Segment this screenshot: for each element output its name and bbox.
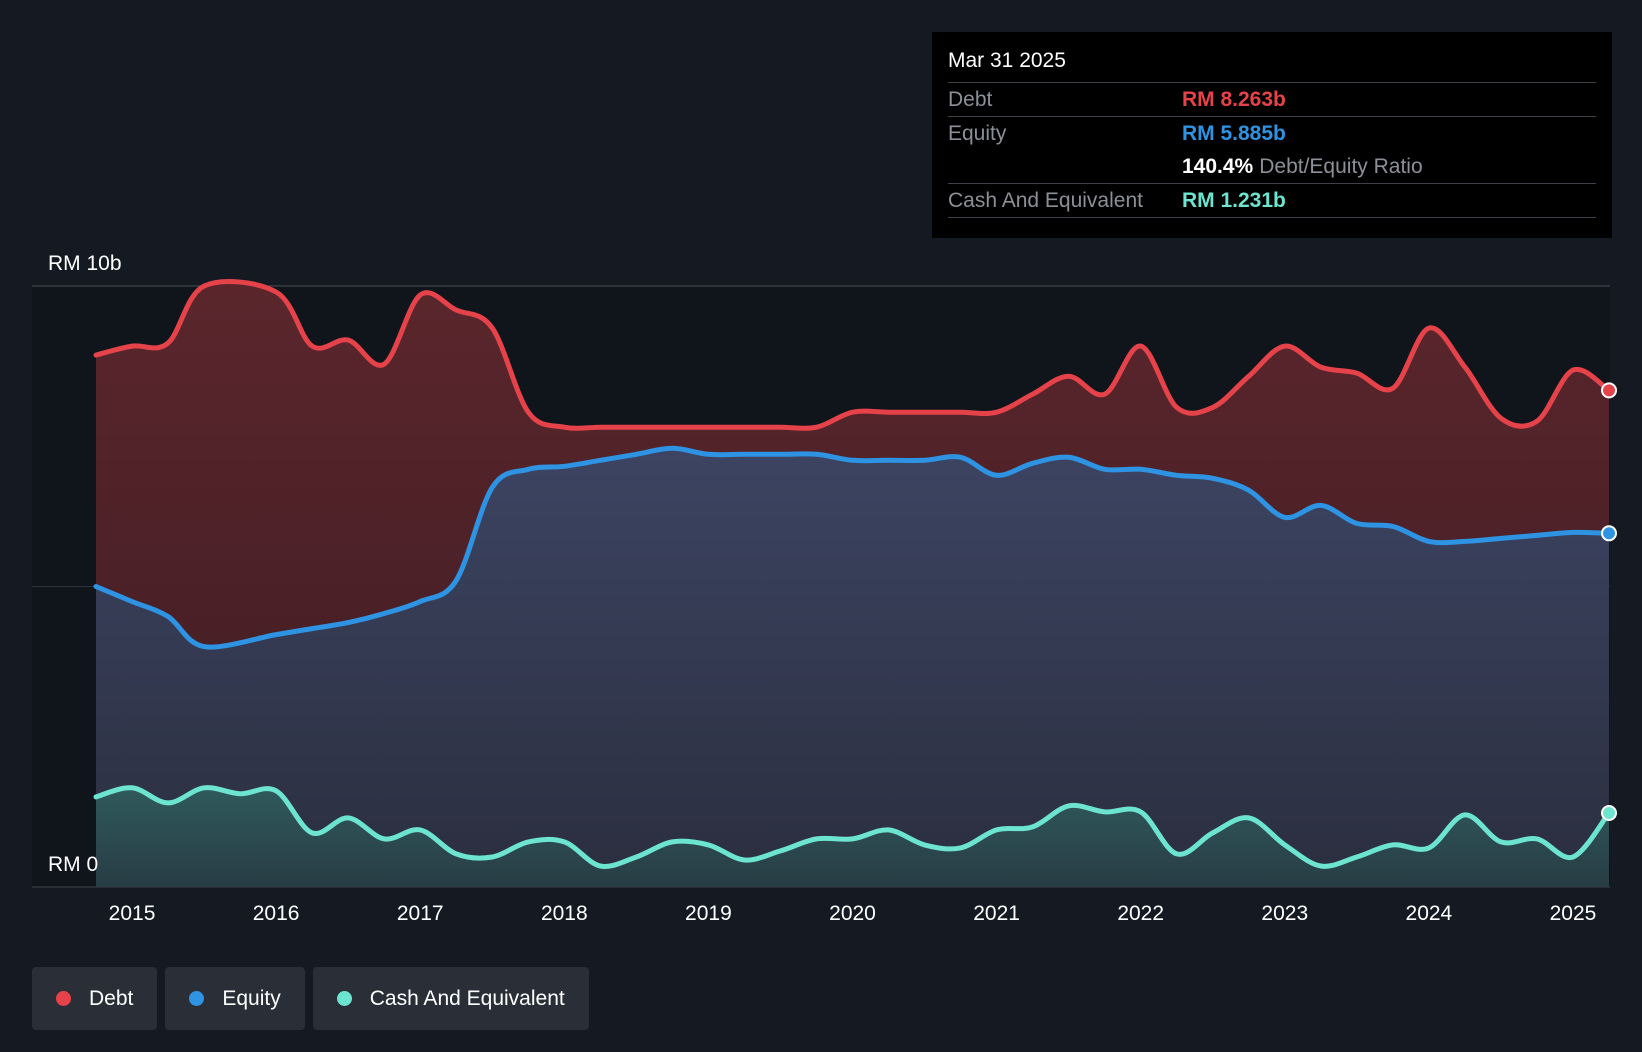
tooltip-row-cash: Cash And Equivalent RM 1.231b (948, 184, 1596, 218)
series-line-debt (93, 279, 1612, 431)
x-tick-label: 2016 (253, 902, 300, 925)
tooltip-cash-label: Cash And Equivalent (948, 189, 1143, 212)
x-tick-label: 2015 (109, 902, 156, 925)
x-tick-label: 2020 (829, 902, 876, 925)
x-tick-label: 2019 (685, 902, 732, 925)
tooltip-ratio-label: Debt/Equity Ratio (1259, 155, 1423, 178)
series-endpoint-debt (1601, 382, 1617, 399)
tooltip-ratio-value: 140.4% (1182, 155, 1254, 178)
x-tick-label: 2017 (397, 902, 444, 925)
series-line-equity (93, 445, 1612, 650)
legend-item-cash[interactable]: Cash And Equivalent (312, 967, 589, 1030)
tooltip-ratio-spacer (948, 150, 1182, 183)
x-tick-label: 2023 (1261, 902, 1308, 925)
series-line-cash (93, 785, 1612, 869)
tooltip-equity-value: RM 5.885b (1182, 122, 1286, 145)
legend-item-equity[interactable]: Equity (165, 967, 305, 1030)
x-tick-label: 2024 (1406, 902, 1453, 925)
chart-legend: Debt Equity Cash And Equivalent (32, 967, 589, 1030)
legend-label-equity: Equity (222, 986, 281, 1010)
tooltip-debt-value: RM 8.263b (1182, 88, 1286, 111)
legend-item-debt[interactable]: Debt (32, 967, 158, 1030)
tooltip-equity-label: Equity (948, 122, 1007, 145)
tooltip-date: Mar 31 2025 (948, 46, 1596, 83)
x-tick-label: 2025 (1550, 902, 1597, 925)
series-endpoint-equity (1601, 525, 1617, 542)
tooltip-row-ratio: 140.4% Debt/Equity Ratio (948, 150, 1596, 184)
series-area-equity (96, 448, 1609, 887)
x-tick-label: 2021 (973, 902, 1020, 925)
y-tick-label: RM 10b (48, 252, 122, 275)
legend-label-debt: Debt (89, 986, 134, 1010)
legend-dot-cash-icon (336, 991, 352, 1006)
legend-label-cash: Cash And Equivalent (369, 986, 565, 1010)
tooltip-panel: Mar 31 2025 Debt RM 8.263b Equity RM 5.8… (932, 32, 1612, 238)
x-tick-label: 2022 (1117, 902, 1164, 925)
tooltip-cash-value: RM 1.231b (1182, 189, 1286, 212)
x-tick-label: 2018 (541, 902, 588, 925)
series-area-cash (96, 787, 1609, 887)
legend-dot-equity-icon (189, 991, 205, 1006)
series-endpoint-cash (1601, 805, 1617, 822)
tooltip-row-debt: Debt RM 8.263b (948, 83, 1596, 117)
tooltip-row-equity: Equity RM 5.885b (948, 117, 1596, 150)
legend-dot-debt-icon (56, 991, 71, 1006)
tooltip-debt-label: Debt (948, 88, 993, 111)
y-tick-label: RM 0 (48, 853, 98, 876)
